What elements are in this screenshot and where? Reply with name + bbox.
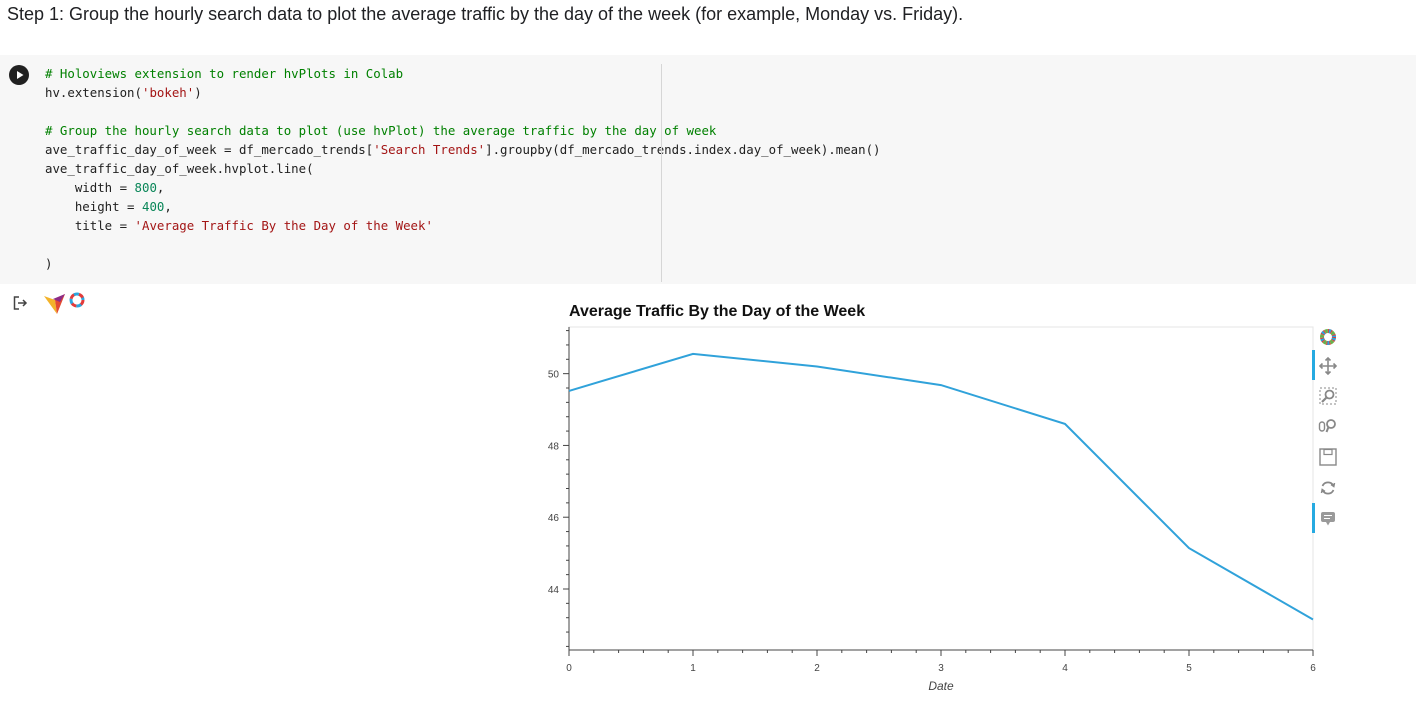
plot-title: Average Traffic By the Day of the Week: [569, 303, 866, 320]
code-line: ): [45, 254, 881, 273]
x-tick-label: 2: [814, 663, 820, 674]
plot-toolbar: [1312, 323, 1346, 538]
code-token: ,: [156, 180, 165, 195]
x-tick-label: 5: [1186, 663, 1192, 674]
code-line: [45, 235, 881, 254]
code-line: [45, 102, 881, 121]
code-ruler: [661, 64, 662, 282]
code-token: ave_traffic_day_of_week = df_mercado_tre…: [45, 142, 374, 157]
box-zoom-icon[interactable]: [1314, 383, 1342, 409]
play-icon: [17, 71, 24, 79]
bokeh-logo[interactable]: [1314, 324, 1342, 350]
y-tick-label: 48: [548, 441, 560, 452]
code-cell[interactable]: [0, 55, 1416, 284]
code-token: 'Average Traffic By the Day of the Week': [134, 218, 433, 233]
code-token: ): [194, 85, 202, 100]
code-line: hv.extension('bokeh'): [45, 83, 881, 102]
code-token: height =: [45, 199, 142, 214]
reset-icon[interactable]: [1314, 475, 1342, 501]
x-axis-label: Date: [928, 679, 954, 693]
x-tick-label: 3: [938, 663, 944, 674]
code-line: # Group the hourly search data to plot (…: [45, 121, 881, 140]
section-heading: Step 1: Group the hourly search data to …: [7, 4, 964, 24]
pan-icon[interactable]: [1314, 353, 1342, 379]
series-line: [568, 352, 1314, 621]
code-line: ave_traffic_day_of_week.hvplot.line(: [45, 159, 881, 178]
y-tick-label: 50: [548, 370, 560, 381]
code-line: width = 800,: [45, 178, 881, 197]
line-chart[interactable]: 44 46 48 50 0 1 2 3 4 5 6 Date: [530, 320, 1330, 705]
code-token: ): [45, 256, 53, 271]
plot-frame: [568, 326, 1314, 651]
x-tick-label: 6: [1310, 663, 1316, 674]
code-token: title =: [45, 218, 135, 233]
wheel-zoom-icon[interactable]: [1314, 413, 1342, 439]
x-tick-label: 1: [690, 663, 696, 674]
x-tick-label: 0: [566, 663, 572, 674]
holoviews-logo: [43, 291, 85, 322]
code-token: ave_traffic_day_of_week.hvplot.line(: [45, 161, 314, 176]
code-token: 400: [141, 199, 165, 214]
y-tick-label: 44: [548, 585, 560, 596]
code-token: 800: [134, 180, 157, 195]
code-line: # Holoviews extension to render hvPlots …: [45, 64, 881, 83]
pan-active-indicator: [1312, 350, 1315, 380]
hover-icon[interactable]: [1314, 506, 1342, 532]
code-line: title = 'Average Traffic By the Day of t…: [45, 216, 881, 235]
code-line: ave_traffic_day_of_week = df_mercado_tre…: [45, 140, 881, 159]
y-tick-label: 46: [548, 513, 560, 524]
save-icon[interactable]: [1314, 444, 1342, 470]
code-editor[interactable]: # Holoviews extension to render hvPlots …: [45, 64, 881, 273]
code-line: height = 400,: [45, 197, 881, 216]
output-icon[interactable]: [12, 294, 30, 317]
code-token: width =: [45, 180, 135, 195]
code-token: ,: [164, 199, 172, 214]
code-token: 'bokeh': [141, 85, 195, 100]
code-token: 'Search Trends': [373, 142, 486, 157]
x-tick-label: 4: [1062, 663, 1068, 674]
code-token: # Group the hourly search data to plot (…: [45, 123, 717, 138]
hover-active-indicator: [1312, 503, 1315, 533]
code-token: ].groupby(df_mercado_trends.index.day_of…: [485, 142, 881, 157]
run-cell-button[interactable]: [9, 65, 29, 85]
code-token: hv.extension(: [45, 85, 142, 100]
code-token: # Holoviews extension to render hvPlots …: [45, 66, 404, 81]
